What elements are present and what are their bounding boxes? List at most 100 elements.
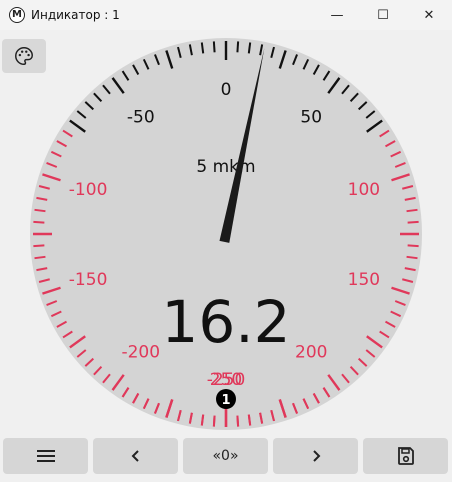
- major-tick: [42, 286, 61, 295]
- minor-tick: [200, 414, 205, 426]
- minor-tick: [236, 415, 240, 427]
- dial-label: -200: [121, 342, 160, 362]
- minor-tick: [236, 41, 240, 53]
- minor-tick: [302, 58, 310, 70]
- minor-tick: [38, 185, 50, 190]
- minor-tick: [93, 365, 103, 376]
- minor-tick: [212, 41, 216, 53]
- minor-tick: [247, 42, 252, 54]
- minor-tick: [34, 208, 46, 213]
- minor-tick: [322, 70, 331, 81]
- minor-tick: [50, 310, 62, 318]
- minor-tick: [357, 357, 368, 367]
- minimize-button[interactable]: —: [330, 7, 344, 23]
- unit-label: 5 mkm: [196, 157, 255, 177]
- minor-tick: [212, 415, 216, 427]
- palette-button[interactable]: [2, 39, 46, 73]
- minor-tick: [259, 412, 264, 424]
- minor-tick: [312, 64, 320, 75]
- minor-tick: [121, 70, 130, 81]
- minor-tick: [402, 185, 414, 190]
- minor-tick: [62, 129, 73, 138]
- minor-tick: [142, 58, 150, 70]
- palette-icon: [15, 47, 33, 65]
- minor-tick: [402, 278, 414, 283]
- next-button[interactable]: [273, 438, 358, 474]
- minor-tick: [404, 267, 416, 272]
- previous-button[interactable]: [93, 438, 178, 474]
- dial-label: 0: [221, 80, 232, 100]
- save-button[interactable]: [363, 438, 448, 474]
- window-title: Индикатор : 1: [31, 8, 120, 22]
- minor-tick: [38, 278, 50, 283]
- minor-tick: [341, 373, 350, 384]
- major-tick: [391, 286, 410, 295]
- dial-label: -250: [207, 370, 246, 390]
- minor-tick: [406, 208, 418, 213]
- dial-label: 200: [295, 342, 327, 362]
- minor-tick: [349, 365, 359, 376]
- dial-label: 50: [300, 108, 322, 128]
- indicator-number: 1: [221, 393, 230, 408]
- minor-tick: [292, 402, 298, 414]
- major-tick: [278, 399, 287, 418]
- major-tick: [366, 335, 383, 349]
- minor-tick: [390, 310, 402, 318]
- minor-tick: [270, 46, 275, 58]
- minor-tick: [357, 101, 368, 111]
- minor-tick: [407, 220, 419, 224]
- menu-icon: [36, 450, 55, 462]
- minor-tick: [259, 44, 264, 56]
- title-bar: M Индикатор : 1 — ☐ ✕: [0, 0, 452, 30]
- minor-tick: [407, 244, 419, 248]
- minor-tick: [394, 162, 406, 168]
- major-tick: [327, 77, 341, 94]
- indicator-panel: -250 -200 -150 -100 -50 0 50 100 150 200 250 5 mkm…: [0, 30, 452, 482]
- minor-tick: [341, 84, 350, 95]
- zero-button[interactable]: «0»: [183, 438, 268, 474]
- minor-tick: [76, 110, 87, 119]
- minor-tick: [379, 330, 390, 339]
- minor-tick: [188, 412, 193, 424]
- minor-tick: [394, 300, 406, 306]
- window-controls: — ☐ ✕: [314, 0, 452, 30]
- minor-tick: [142, 398, 150, 410]
- minor-tick: [84, 101, 95, 111]
- minor-tick: [56, 140, 67, 148]
- dial-labels: -250 -200 -150 -100 -50 0 50 100 150 200 250: [69, 80, 380, 390]
- major-tick: [42, 173, 61, 182]
- minor-tick: [379, 129, 390, 138]
- gauge-needle: [219, 47, 265, 243]
- app-logo-icon: M: [9, 7, 25, 23]
- minor-tick: [312, 393, 320, 404]
- maximize-button[interactable]: ☐: [377, 7, 389, 23]
- minor-tick: [302, 398, 310, 410]
- minor-tick: [93, 92, 103, 103]
- major-tick: [111, 77, 125, 94]
- dial-label: 100: [348, 180, 380, 200]
- minor-tick: [390, 150, 402, 158]
- chevron-left-icon: [131, 450, 139, 462]
- chevron-right-icon: [312, 450, 320, 462]
- minor-tick: [188, 44, 193, 56]
- dial-label: -100: [69, 180, 108, 200]
- minor-tick: [62, 330, 73, 339]
- minor-tick: [154, 402, 160, 414]
- major-tick: [69, 335, 86, 349]
- minor-tick: [76, 349, 87, 358]
- major-tick: [165, 399, 174, 418]
- dial-ticks: [33, 41, 419, 427]
- minor-tick: [132, 64, 140, 75]
- major-tick: [327, 374, 341, 391]
- minor-tick: [132, 393, 140, 404]
- minor-tick: [84, 357, 95, 367]
- minor-tick: [121, 387, 130, 398]
- menu-button[interactable]: [3, 438, 88, 474]
- minor-tick: [365, 349, 376, 358]
- minor-tick: [36, 267, 48, 272]
- minor-tick: [102, 373, 111, 384]
- minor-tick: [385, 140, 396, 148]
- minor-tick: [406, 255, 418, 260]
- close-button[interactable]: ✕: [423, 7, 435, 23]
- minor-tick: [404, 196, 416, 201]
